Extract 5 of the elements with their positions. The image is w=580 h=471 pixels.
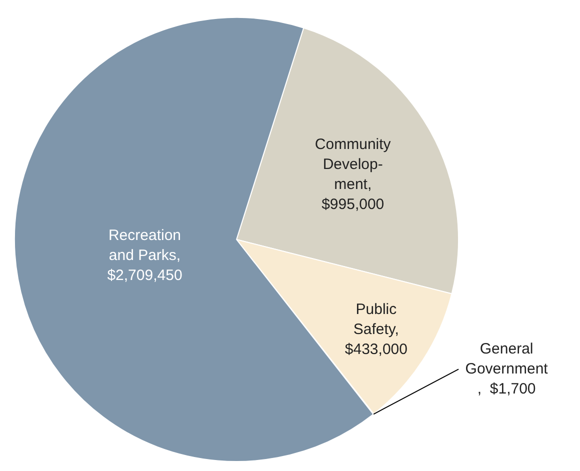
- slice-label: Recreation and Parks, $2,709,450: [107, 227, 182, 284]
- slice-label: Community Develop-ment, $995,000: [314, 136, 392, 213]
- data-label: , $1,700: [477, 380, 536, 398]
- slice-label: Public Safety, $433,000: [344, 301, 408, 358]
- slice-label: General Government: [465, 340, 549, 378]
